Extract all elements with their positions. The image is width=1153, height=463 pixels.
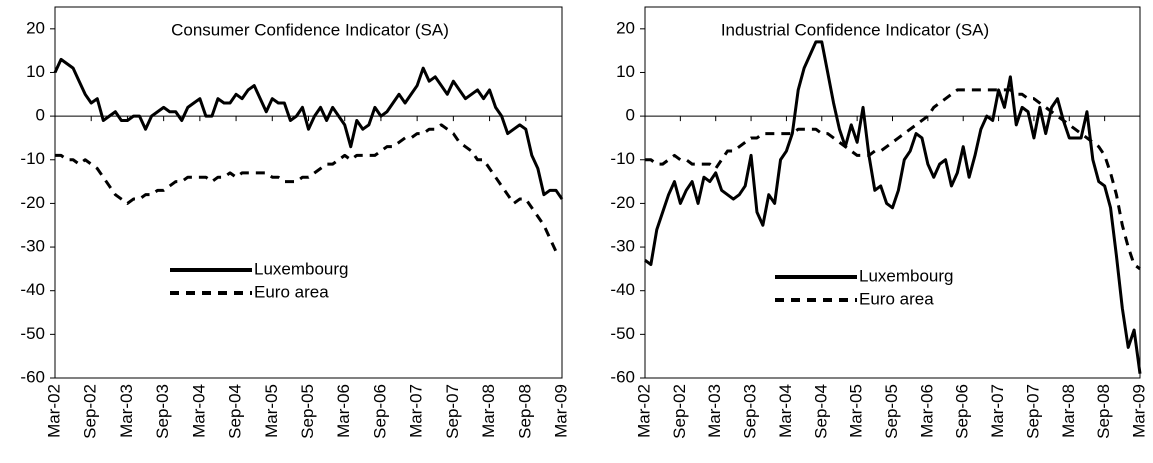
y-tick-label: 10 <box>26 62 45 81</box>
y-tick-label: 20 <box>26 18 45 37</box>
series-line <box>645 88 1141 271</box>
plot-frame <box>54 6 563 379</box>
legend-label: Euro area <box>254 282 329 301</box>
x-tick-label: Sep-06 <box>953 384 972 439</box>
y-tick-label: -50 <box>610 324 635 343</box>
x-tick-label: Mar-09 <box>1129 384 1148 438</box>
x-tick-label: Sep-05 <box>882 384 901 439</box>
x-tick-label: Sep-03 <box>741 384 760 439</box>
y-tick-label: -60 <box>20 367 45 386</box>
series-line <box>55 123 562 253</box>
y-tick-label: -10 <box>20 149 45 168</box>
x-tick-label: Mar-06 <box>334 384 353 438</box>
y-tick-label: 20 <box>616 18 635 37</box>
x-tick-label: Sep-06 <box>370 384 389 439</box>
x-tick-label: Mar-02 <box>44 384 63 438</box>
chart-title: Consumer Confidence Indicator (SA) <box>171 20 449 39</box>
x-tick-label: Mar-05 <box>847 384 866 438</box>
x-tick-label: Mar-04 <box>189 384 208 438</box>
y-tick-label: -50 <box>20 324 45 343</box>
x-tick-label: Sep-04 <box>226 384 245 439</box>
x-tick-label: Sep-03 <box>153 384 172 439</box>
y-tick-label: -40 <box>610 280 635 299</box>
y-tick-label: 0 <box>36 106 45 125</box>
x-tick-label: Sep-08 <box>1094 384 1113 439</box>
chart-title: Industrial Confidence Indicator (SA) <box>721 20 989 39</box>
x-tick-label: Mar-06 <box>917 384 936 438</box>
x-tick-label: Mar-08 <box>1059 384 1078 438</box>
x-tick-label: Mar-05 <box>262 384 281 438</box>
x-tick-label: Sep-05 <box>298 384 317 439</box>
y-tick-label: -20 <box>20 193 45 212</box>
legend-label: Luxembourg <box>859 266 954 285</box>
x-tick-label: Sep-08 <box>515 384 534 439</box>
series-line <box>644 40 1142 374</box>
x-tick-label: Sep-07 <box>443 384 462 439</box>
x-tick-label: Sep-04 <box>811 384 830 439</box>
plot-frame <box>644 6 1141 379</box>
x-tick-label: Mar-02 <box>634 384 653 438</box>
x-tick-label: Sep-02 <box>81 384 100 439</box>
y-tick-label: -20 <box>610 193 635 212</box>
x-tick-label: Mar-03 <box>117 384 136 438</box>
x-tick-label: Mar-03 <box>705 384 724 438</box>
y-tick-label: 10 <box>616 62 635 81</box>
legend-label: Luxembourg <box>254 259 349 278</box>
y-tick-label: -30 <box>610 237 635 256</box>
y-tick-label: -10 <box>610 149 635 168</box>
x-tick-label: Mar-07 <box>988 384 1007 438</box>
x-tick-label: Mar-09 <box>551 384 570 438</box>
y-tick-label: 0 <box>626 106 635 125</box>
y-tick-label: -30 <box>20 237 45 256</box>
x-tick-label: Sep-02 <box>670 384 689 439</box>
x-tick-label: Mar-08 <box>479 384 498 438</box>
legend-label: Euro area <box>859 289 934 308</box>
x-tick-label: Sep-07 <box>1023 384 1042 439</box>
series-line <box>53 57 564 200</box>
x-tick-label: Mar-07 <box>407 384 426 438</box>
y-tick-label: -60 <box>610 367 635 386</box>
x-tick-label: Mar-04 <box>776 384 795 438</box>
y-tick-label: -40 <box>20 280 45 299</box>
